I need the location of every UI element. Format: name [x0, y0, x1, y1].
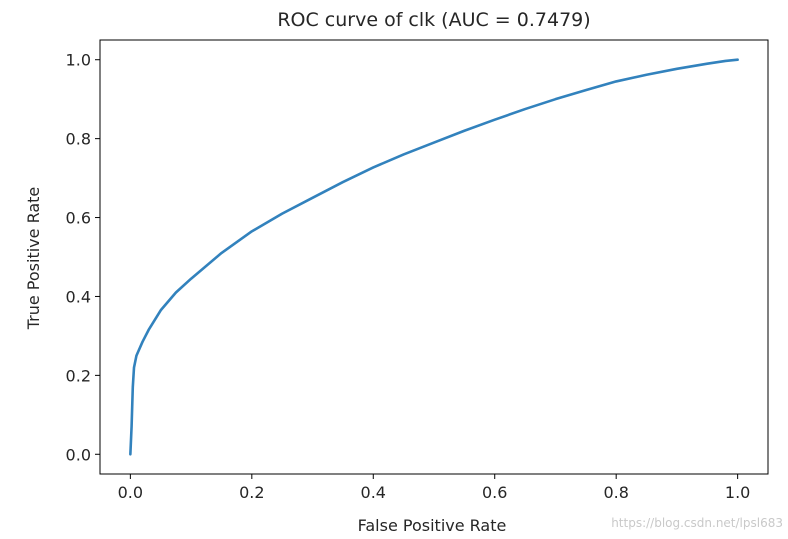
x-tick-label: 0.2 — [239, 483, 264, 502]
curve-layer — [129, 58, 739, 456]
y-tick-label: 0.6 — [66, 209, 91, 228]
y-tick-label: 1.0 — [66, 51, 91, 70]
plot-frame — [99, 39, 769, 475]
x-tick-label: 0.0 — [118, 483, 143, 502]
roc-curve-line — [129, 58, 739, 456]
y-axis-label: True Positive Rate — [24, 187, 43, 331]
x-tick-label: 1.0 — [725, 483, 750, 502]
y-axis: 0.0 0.2 0.4 0.6 0.8 1.0 — [66, 51, 100, 464]
x-axis-label: False Positive Rate — [358, 516, 507, 535]
x-tick-label: 0.4 — [361, 483, 386, 502]
chart-title: ROC curve of clk (AUC = 0.7479) — [277, 9, 590, 31]
x-tick-label: 0.8 — [603, 483, 628, 502]
y-tick-label: 0.4 — [66, 287, 91, 306]
x-axis: 0.0 0.2 0.4 0.6 0.8 1.0 — [118, 474, 750, 502]
watermark: https://blog.csdn.net/lpsl683 — [611, 516, 783, 530]
y-tick-label: 0.0 — [66, 445, 91, 464]
y-tick-label: 0.8 — [66, 130, 91, 149]
y-tick-label: 0.2 — [66, 366, 91, 385]
x-tick-label: 0.6 — [482, 483, 507, 502]
